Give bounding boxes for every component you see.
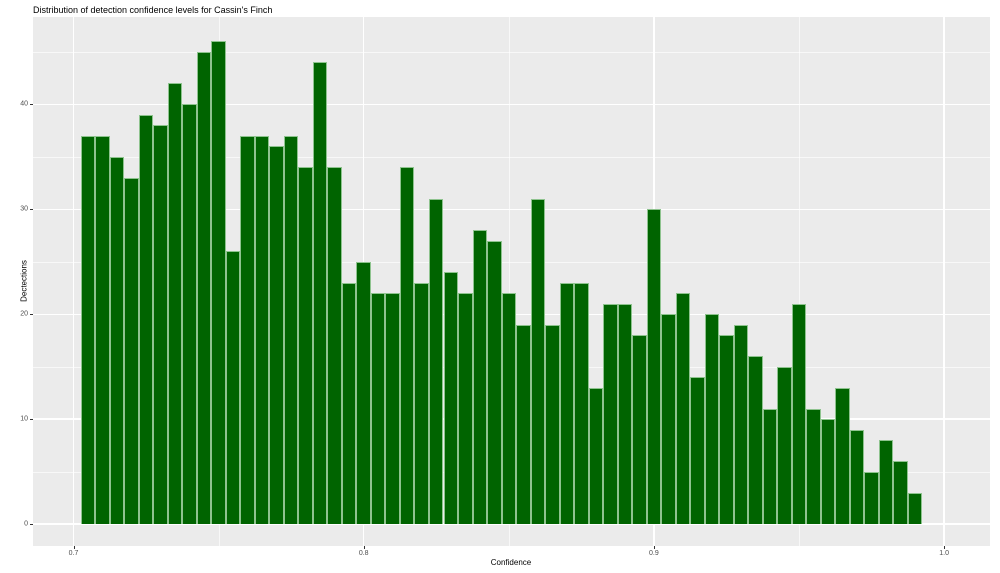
histogram-bar xyxy=(733,324,749,524)
histogram-bar xyxy=(327,167,342,524)
histogram-bar xyxy=(182,104,197,524)
histogram-bar xyxy=(472,230,488,524)
y-tick-mark xyxy=(30,524,33,525)
y-minor-gridline xyxy=(33,261,990,263)
histogram-bar xyxy=(501,293,517,524)
histogram-bar xyxy=(414,282,429,524)
histogram-bar xyxy=(399,167,415,524)
histogram-bar xyxy=(762,408,778,524)
histogram-bar xyxy=(603,303,618,524)
histogram-bar xyxy=(530,198,546,524)
histogram-bar xyxy=(312,62,328,524)
histogram-bar xyxy=(428,198,444,524)
histogram-bar xyxy=(719,335,734,524)
histogram-bar xyxy=(748,356,763,524)
histogram-bar xyxy=(487,240,502,524)
x-tick-label: 1.0 xyxy=(939,550,949,557)
histogram-bar xyxy=(124,177,139,524)
histogram-bar xyxy=(225,251,241,524)
histogram-bar xyxy=(516,324,531,524)
x-tick-mark xyxy=(363,546,365,549)
y-tick-mark xyxy=(30,104,33,106)
x-major-gridline xyxy=(943,17,945,546)
histogram-bar xyxy=(791,303,807,524)
histogram-bar xyxy=(545,324,560,524)
histogram-bar xyxy=(458,293,473,524)
x-minor-gridline xyxy=(799,17,800,546)
histogram-bar xyxy=(646,209,662,524)
y-minor-gridline xyxy=(33,51,990,53)
histogram-bar xyxy=(443,272,458,524)
x-tick-label: 0.9 xyxy=(649,550,659,557)
histogram-bar xyxy=(269,146,284,524)
histogram-bar xyxy=(661,314,676,524)
histogram-bar xyxy=(849,429,865,524)
histogram-bar xyxy=(109,156,125,524)
histogram-bar xyxy=(298,167,313,524)
histogram-bar xyxy=(559,282,575,524)
x-tick-mark xyxy=(73,546,75,549)
y-major-gridline xyxy=(33,208,990,210)
plot-title: Distribution of detection confidence lev… xyxy=(33,5,273,15)
y-major-gridline xyxy=(33,103,990,106)
histogram-bar xyxy=(878,440,894,524)
histogram-bar xyxy=(138,114,154,524)
histogram-bar xyxy=(617,303,633,524)
histogram-bar xyxy=(385,293,400,524)
histogram-bar xyxy=(806,408,821,524)
histogram-bar xyxy=(690,377,705,524)
y-tick-label: 10 xyxy=(20,415,28,423)
y-tick-label: 0 xyxy=(24,520,28,528)
plot-panel xyxy=(33,17,990,546)
histogram-bar xyxy=(632,335,647,524)
x-tick-label: 0.7 xyxy=(68,550,79,557)
y-major-gridline xyxy=(33,523,990,525)
histogram-bar xyxy=(95,135,110,524)
histogram-bar xyxy=(675,293,691,524)
histogram-bar xyxy=(907,492,923,524)
x-tick-label: 0.8 xyxy=(358,550,369,557)
histogram-bar xyxy=(283,135,299,524)
x-tick-mark xyxy=(653,546,655,549)
histogram-bar xyxy=(704,314,720,524)
histogram-bar xyxy=(167,83,183,524)
histogram-bar xyxy=(864,471,879,524)
histogram-bar xyxy=(835,387,850,524)
y-tick-mark xyxy=(30,314,33,316)
histogram-bar xyxy=(820,419,836,524)
histogram-bar xyxy=(240,135,255,524)
x-tick-mark xyxy=(944,546,946,549)
histogram-bar xyxy=(153,125,168,524)
x-minor-gridline xyxy=(508,17,510,546)
histogram-bar xyxy=(588,387,604,524)
y-tick-mark xyxy=(30,209,33,211)
x-axis-title: Confidence xyxy=(490,558,532,567)
y-tick-label: 20 xyxy=(20,310,28,318)
y-minor-gridline xyxy=(33,156,990,158)
histogram-bar xyxy=(80,135,96,524)
y-axis-title: Dectections xyxy=(19,260,29,302)
y-tick-label: 30 xyxy=(20,205,28,213)
histogram-bar xyxy=(341,282,357,524)
histogram-bar xyxy=(893,461,908,524)
histogram-bar xyxy=(254,135,270,524)
histogram-bar xyxy=(574,282,589,524)
histogram-bar xyxy=(211,41,226,524)
y-tick-label: 40 xyxy=(20,100,28,108)
histogram-bar xyxy=(777,366,792,524)
histogram-bar xyxy=(356,261,371,524)
x-major-gridline xyxy=(72,17,75,546)
y-tick-mark xyxy=(30,419,33,421)
histogram-bar xyxy=(370,293,386,524)
histogram-bar xyxy=(196,51,212,524)
